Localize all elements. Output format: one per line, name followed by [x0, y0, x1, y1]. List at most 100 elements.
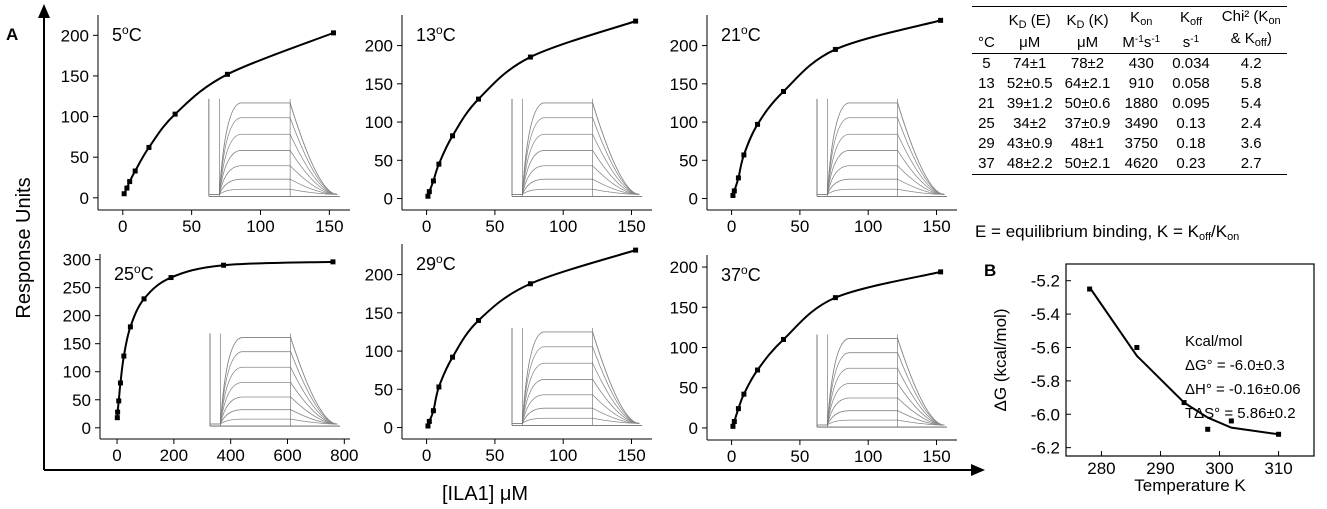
table-cell: 2.4 [1240, 115, 1262, 132]
sensorgram-trace [210, 351, 338, 425]
y-tick-label: -5.2 [1031, 272, 1060, 291]
sensorgram-trace [817, 188, 945, 195]
sensorgram-trace [208, 117, 338, 195]
x-tick-label: 100 [549, 217, 577, 236]
x-axis-title: [ILA1] μM [442, 483, 528, 505]
data-point [938, 17, 944, 23]
temperature-label: 13oC [416, 23, 456, 45]
y-tick-label: 250 [63, 279, 91, 298]
x-tick-label: 50 [790, 217, 809, 236]
table-cell: 37±0.9 [1064, 115, 1111, 132]
data-point [527, 281, 533, 287]
y-tick-label: 200 [61, 26, 89, 45]
y-tick-label: 150 [670, 75, 698, 94]
x-tick-label: 100 [854, 217, 882, 236]
y-tick-label: 0 [80, 189, 89, 208]
header-kd-e: KD (E) μM [1000, 6, 1059, 54]
degree-sign: o [741, 263, 748, 277]
data-point [755, 121, 761, 127]
x-tick-label: 0 [422, 217, 431, 236]
table-cell: 0.23 [1166, 154, 1216, 175]
y-tick-label: 200 [365, 266, 393, 285]
sensorgram-trace [512, 346, 640, 424]
y-tick-label: 0 [689, 419, 698, 438]
celsius-letter: C [443, 25, 456, 45]
data-point [426, 418, 432, 424]
data-point [527, 54, 533, 60]
data-point [633, 247, 639, 253]
x-tick-label: 100 [854, 447, 882, 466]
data-point [781, 88, 787, 94]
sensorgram-inset [816, 334, 947, 428]
y-tick-label: 50 [70, 148, 89, 167]
thermo-title: Kcal/mol [1185, 333, 1243, 350]
x-tick-label: 200 [160, 446, 188, 465]
sensorgram-trace [817, 102, 945, 195]
table-cell: 3.6 [1240, 135, 1262, 152]
binding-panel: 0 50 100 150 0 50 100 150 200 13oC [365, 15, 652, 236]
x-tick-label: 50 [790, 447, 809, 466]
y-tick-label: 0 [384, 419, 393, 438]
table-cell: 64±2.1 [1064, 75, 1111, 92]
sensorgram-inset [511, 327, 642, 426]
data-point [731, 419, 737, 424]
sensorgram-trace [512, 133, 640, 195]
data-point [436, 161, 442, 167]
data-point [124, 185, 130, 191]
table-cell: 0.095 [1172, 95, 1210, 112]
sensorgram-trace [512, 117, 640, 195]
sensorgram-trace [817, 178, 945, 195]
sensorgram-trace [817, 165, 945, 195]
table-cell: 910 [1128, 75, 1154, 92]
header-kon: Kon M-1s-1 [1116, 6, 1167, 54]
y-tick-label: 150 [670, 298, 698, 317]
data-point [476, 317, 482, 323]
data-point [735, 406, 741, 412]
table-footnote: E = equilibrium binding, K = Koff/Kon [975, 222, 1240, 243]
celsius-letter: C [748, 265, 761, 285]
y-tick-label: 150 [365, 304, 393, 323]
x-tick-label: 0 [118, 217, 127, 236]
data-point [430, 408, 436, 414]
x-tick-label: 300 [1205, 459, 1233, 478]
x-tick-label: 150 [922, 217, 950, 236]
table-cell: 4620 [1116, 154, 1167, 175]
data-point [755, 367, 761, 373]
kinetics-table: °C KD (E) μM KD (K) μM Kon M-1s-1 Koff s-1 C… [972, 6, 1287, 175]
temperature-label: 29oC [416, 252, 456, 274]
sensorgram-trace [512, 417, 640, 424]
data-point [731, 188, 737, 194]
x-tick-label: 150 [617, 446, 645, 465]
y-tick-label: -5.6 [1031, 338, 1060, 357]
y-tick-label: -5.4 [1031, 305, 1060, 324]
degree-sign: o [436, 23, 443, 37]
binding-panel: 0 50 100 150 0 50 100 150 200 5oC [61, 15, 350, 236]
sensorgram-trace [208, 150, 338, 195]
table-cell: 430 [1128, 55, 1154, 72]
sensorgram-trace [512, 362, 640, 424]
y-tick-label: 100 [365, 113, 393, 132]
y-tick-label: 100 [61, 108, 89, 127]
sensorgram-trace [512, 165, 640, 195]
y-axis-title: Response Units [13, 177, 35, 318]
y-tick-label: 300 [63, 251, 91, 270]
panel-b-ylabel: ΔG (kcal/mol) [991, 309, 1010, 412]
y-tick-label: 150 [63, 335, 91, 354]
table-cell: 43±0.9 [1006, 135, 1053, 152]
sensorgram-trace [817, 367, 945, 426]
data-point [832, 46, 838, 52]
header-chi2: Chi² (Kon & Koff) [1215, 6, 1287, 54]
y-tick-label: 100 [63, 363, 91, 382]
data-point [735, 175, 741, 181]
x-arrowhead [971, 464, 985, 476]
data-point [330, 259, 336, 265]
data-point [426, 189, 432, 195]
x-tick-label: 150 [922, 447, 950, 466]
y-tick-label: 0 [384, 190, 393, 209]
table-cell: 48±1 [1070, 135, 1105, 152]
celsius-letter: C [748, 25, 761, 45]
sensorgram-trace [208, 178, 338, 195]
temperature-label: 25oC [114, 262, 154, 284]
sensorgram-trace [512, 407, 640, 424]
